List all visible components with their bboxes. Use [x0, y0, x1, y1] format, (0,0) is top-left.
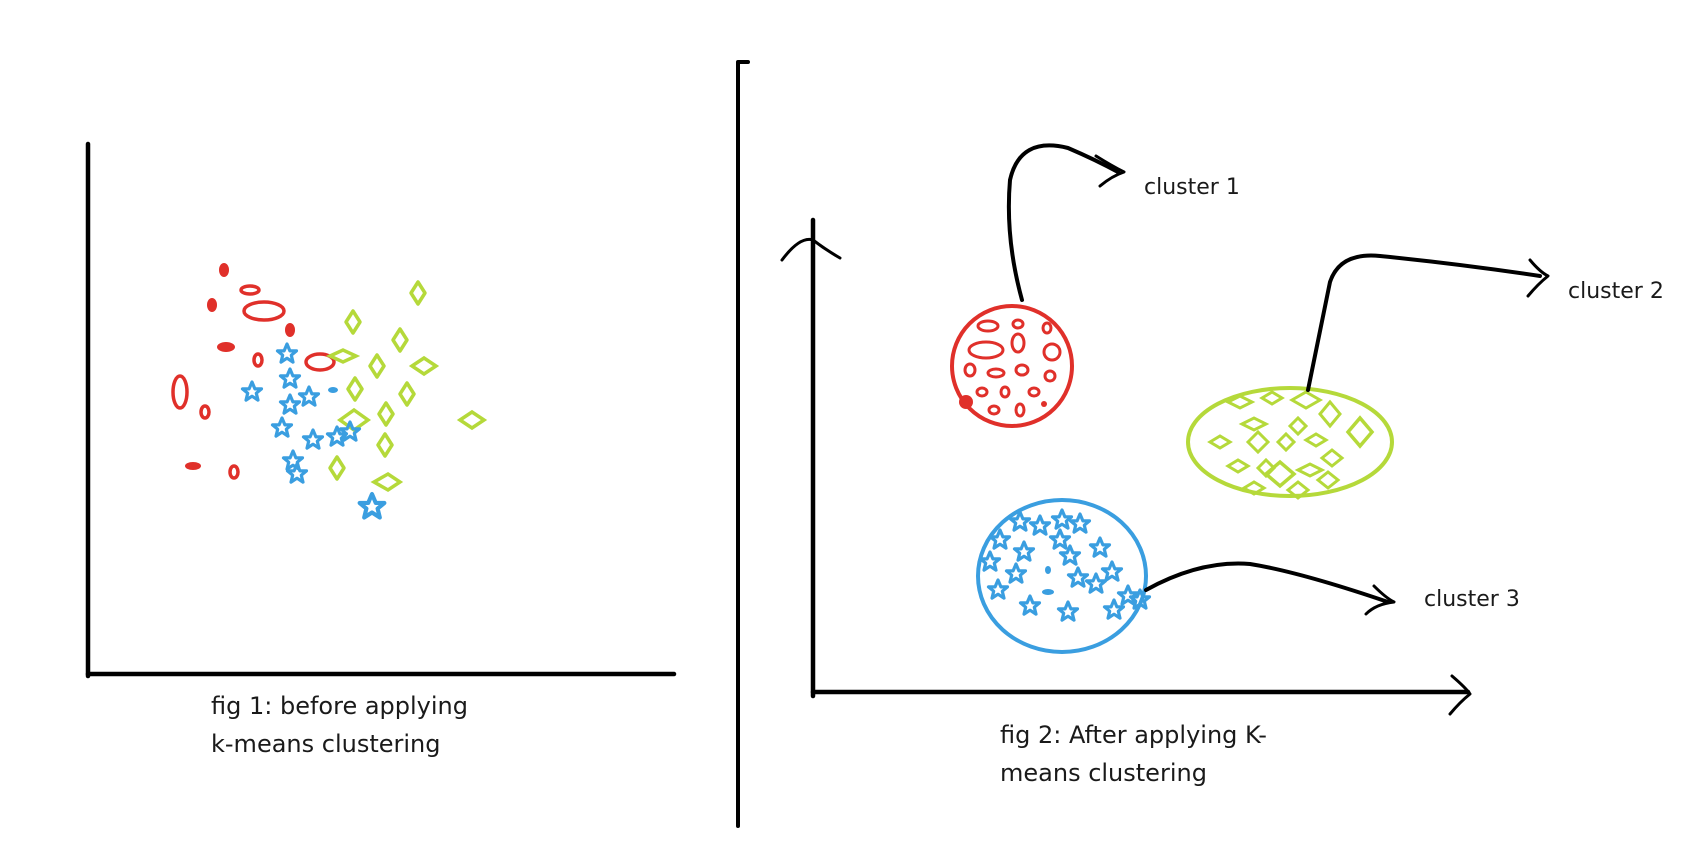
fig1-caption-line2: k-means clustering — [211, 730, 441, 758]
cluster-3-pointer — [1144, 561, 1390, 604]
fig2-x-arrowhead — [1448, 674, 1472, 716]
cluster-2-group — [1186, 386, 1394, 500]
fig1-green-points — [325, 280, 488, 493]
cluster-3-arrowhead — [1364, 584, 1396, 616]
fig1-panel: fig 1: before applying k-means clusterin… — [85, 141, 677, 758]
fig2-caption-line1: fig 2: After applying K- — [1000, 721, 1267, 749]
fig2-y-arrowhead — [780, 237, 842, 262]
cluster-1-label: cluster 1 — [1144, 175, 1240, 200]
cluster-1-pointer — [1006, 143, 1120, 302]
fig1-caption-line1: fig 1: before applying — [211, 692, 468, 720]
fig2-caption-line2: means clustering — [1000, 759, 1207, 787]
cluster-2-pointer — [1306, 253, 1542, 392]
cluster-2-label: cluster 2 — [1568, 279, 1664, 304]
fig1-blue-points — [240, 342, 385, 518]
fig1-red-points — [171, 263, 336, 480]
cluster-3-label: cluster 3 — [1424, 587, 1520, 612]
cluster-1-arrowhead — [1094, 154, 1126, 188]
cluster-1-group — [950, 304, 1074, 428]
cluster-2-arrowhead — [1526, 258, 1550, 298]
fig2-panel: cluster 1 cluster 2 — [780, 143, 1664, 787]
cluster-3-group — [976, 498, 1152, 654]
figure-divider — [736, 60, 750, 828]
